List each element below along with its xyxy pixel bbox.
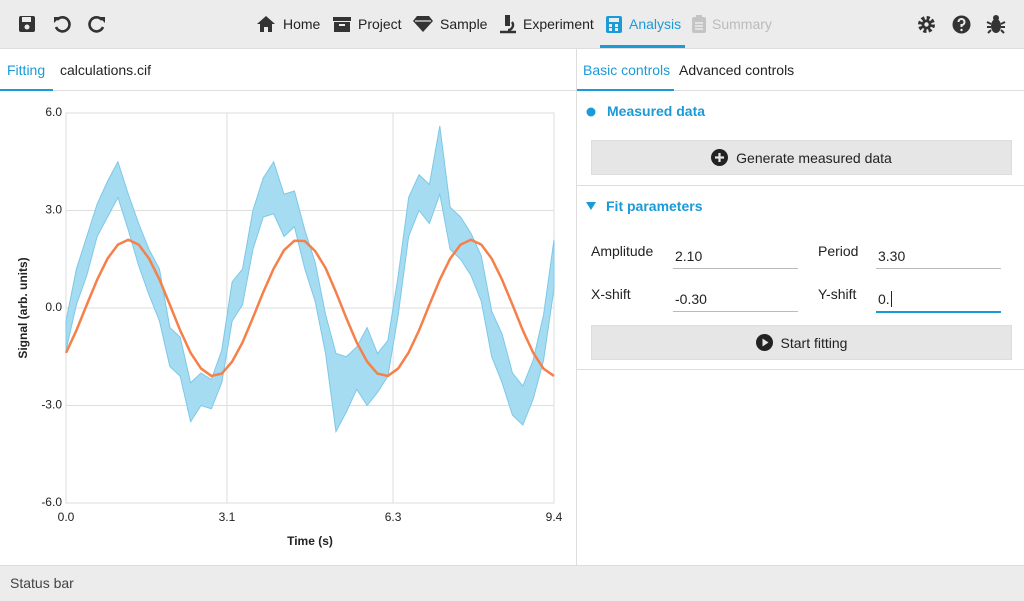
- input-value: -0.30: [675, 291, 707, 307]
- analysis-icon[interactable]: [605, 15, 623, 34]
- advanced-controls-tab[interactable]: Advanced controls: [679, 62, 795, 78]
- y-tick-label: 0.0: [45, 300, 62, 314]
- y-tick-label: 3.0: [45, 203, 62, 217]
- analysis-tab[interactable]: Analysis: [629, 16, 682, 32]
- fit-line: [64, 238, 555, 378]
- y-tick-label: -6.0: [41, 495, 62, 509]
- section-toggle[interactable]: [585, 201, 597, 211]
- field-label: Period: [818, 243, 859, 259]
- button-label: Generate measured data: [736, 149, 892, 166]
- play-icon: [755, 334, 773, 351]
- section-title[interactable]: Fit parameters: [606, 198, 703, 214]
- x-axis-label: Time (s): [287, 534, 333, 548]
- home-tab[interactable]: Home: [283, 16, 321, 32]
- settings-icon[interactable]: [917, 15, 936, 34]
- error-band: [65, 125, 555, 434]
- start-fitting-button[interactable]: Start fitting: [591, 325, 1012, 360]
- right-panel: [577, 49, 1024, 565]
- section-bullet: [586, 107, 596, 117]
- section-title[interactable]: Measured data: [607, 103, 706, 119]
- x-tick-label: 0.0: [58, 510, 75, 524]
- x-shift-input[interactable]: -0.30: [673, 289, 798, 312]
- project-tab[interactable]: Project: [358, 16, 402, 32]
- y-tick-label: 6.0: [45, 105, 62, 119]
- input-value: 0.: [878, 291, 892, 307]
- fitting-tab[interactable]: Fitting: [7, 62, 46, 78]
- input-value: 3.30: [878, 248, 906, 264]
- home-icon[interactable]: [256, 15, 276, 33]
- sample-tab[interactable]: Sample: [440, 16, 488, 32]
- summary-icon: [692, 15, 706, 33]
- tab-divider: [0, 90, 576, 91]
- basic-controls-tab[interactable]: Basic controls: [583, 62, 671, 78]
- chart: Signal (arb. units) Time (s) -6.0 -3.0 0.0…: [16, 105, 563, 548]
- bug-icon[interactable]: [986, 14, 1006, 34]
- experiment-tab[interactable]: Experiment: [523, 16, 594, 32]
- y-tick-label: -3.0: [41, 398, 62, 412]
- x-tick-label: 3.1: [219, 510, 236, 524]
- active-tab-indicator: [577, 89, 674, 91]
- section-divider: [577, 369, 1024, 370]
- y-shift-input[interactable]: 0.: [876, 289, 1001, 313]
- status-bar: Status bar: [0, 565, 1024, 601]
- active-tab-indicator: [0, 89, 53, 91]
- y-axis-label: Signal (arb. units): [16, 257, 30, 358]
- period-input[interactable]: 3.30: [876, 246, 1001, 269]
- status-text: Status bar: [10, 575, 74, 591]
- field-label: Y-shift: [818, 286, 857, 302]
- summary-tab: Summary: [712, 16, 772, 32]
- experiment-icon[interactable]: [498, 14, 518, 34]
- file-tab[interactable]: calculations.cif: [60, 62, 152, 78]
- field-label: Amplitude: [591, 243, 654, 259]
- generate-button[interactable]: Generate measured data: [591, 140, 1012, 175]
- amplitude-input[interactable]: 2.10: [673, 246, 798, 269]
- sample-icon[interactable]: [412, 15, 434, 33]
- toolbar: Home Project Sample Experiment Analysis …: [0, 0, 1024, 49]
- project-icon[interactable]: [332, 15, 352, 33]
- x-tick-label: 6.3: [385, 510, 402, 524]
- left-panel: [0, 49, 577, 565]
- x-tick-label: 9.4: [546, 510, 563, 524]
- input-value: 2.10: [675, 248, 703, 264]
- plus-icon: [711, 149, 729, 166]
- help-icon[interactable]: [952, 15, 971, 34]
- button-label: Start fitting: [780, 334, 848, 351]
- active-tab-indicator: [600, 45, 685, 48]
- section-divider: [577, 185, 1024, 186]
- tab-divider: [577, 90, 1024, 91]
- field-label: X-shift: [591, 286, 631, 302]
- undo-icon[interactable]: [53, 15, 71, 33]
- save-icon[interactable]: [18, 15, 36, 33]
- redo-icon[interactable]: [88, 15, 106, 33]
